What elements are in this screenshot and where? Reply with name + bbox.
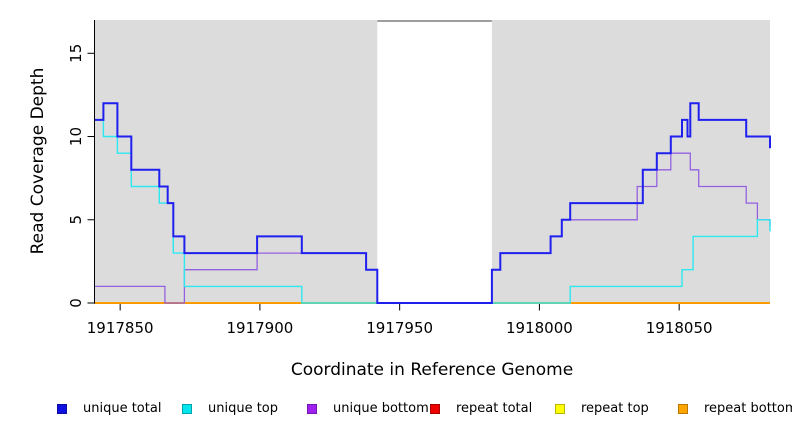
x-tick-label: 1917850	[87, 319, 154, 337]
reference-gap-band	[377, 20, 492, 303]
legend-swatch-repeat-top	[555, 404, 565, 414]
x-axis-title: Coordinate in Reference Genome	[290, 360, 574, 380]
legend-swatch-repeat-bottom	[678, 404, 688, 414]
legend-item-repeat-top: repeat top	[555, 399, 649, 419]
legend-item-repeat-total: repeat total	[430, 399, 532, 419]
legend-swatch-unique-top	[182, 404, 192, 414]
legend-label: repeat total	[456, 401, 533, 416]
y-tick-label: 15	[67, 44, 85, 63]
legend-item-unique-top: unique top	[182, 399, 278, 419]
x-tick-label: 1917950	[366, 319, 433, 337]
legend-label: repeat top	[581, 401, 649, 416]
legend-swatch-unique-total	[57, 404, 67, 414]
legend-item-unique-total: unique total	[57, 399, 161, 419]
legend-swatch-repeat-total	[430, 404, 440, 414]
series-unique-top	[95, 119, 771, 304]
y-tick-label: 5	[67, 215, 85, 225]
legend-swatch-unique-bottom	[307, 404, 317, 414]
series-unique-total	[95, 102, 771, 304]
legend: unique total unique top unique bottom repea…	[0, 399, 792, 419]
y-tick-label: 10	[67, 127, 85, 146]
x-tick-label: 1918050	[646, 319, 713, 337]
y-tick-label: 0	[67, 298, 85, 308]
legend-label: unique total	[83, 401, 162, 416]
legend-label: unique top	[208, 401, 279, 416]
legend-item-repeat-bottom: repeat bottom	[678, 399, 792, 419]
legend-label: unique bottom	[333, 401, 429, 416]
legend-label: repeat bottom	[704, 401, 792, 416]
y-axis-title: Read Coverage Depth	[28, 67, 48, 255]
legend-item-unique-bottom: unique bottom	[307, 399, 429, 419]
x-tick-label: 1917900	[227, 319, 294, 337]
x-tick-label: 1918000	[506, 319, 573, 337]
